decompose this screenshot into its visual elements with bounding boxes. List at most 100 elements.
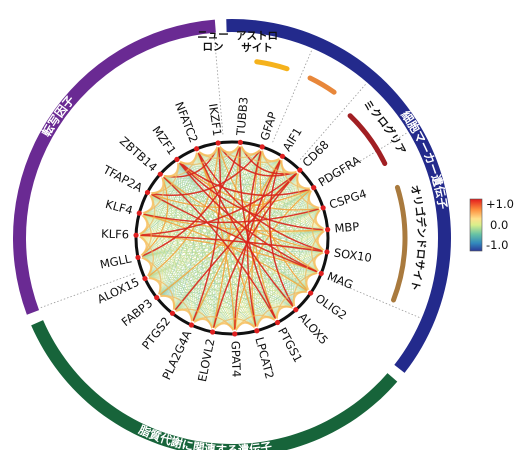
correlation-link <box>251 157 282 329</box>
correlation-link <box>139 175 169 258</box>
astrocyte-label: アストロサイト <box>236 30 278 54</box>
correlation-link <box>137 144 219 236</box>
gene-label-klf4: KLF4 <box>104 197 135 218</box>
correlation-link <box>149 148 263 196</box>
correlation-link <box>268 157 296 309</box>
correlation-link <box>285 171 310 293</box>
gene-label-klf6: KLF6 <box>101 227 129 242</box>
gene-marker <box>274 319 281 326</box>
correlation-link <box>141 213 194 324</box>
correlation-link <box>173 251 326 312</box>
oligodendrocyte-label: オリゴデンドロサイト <box>408 184 428 292</box>
lipid-metabolism-genes-ring-segment <box>31 320 398 450</box>
correlation-link <box>239 144 310 293</box>
gene-label-zbtb14: ZBTB14 <box>117 134 160 175</box>
gene-label-mzf1: MZF1 <box>149 123 179 157</box>
gene-marker <box>297 167 303 173</box>
gene-marker <box>169 310 176 316</box>
gene-marker <box>144 189 151 196</box>
gene-label-pla2g4a: PLA2G4A <box>159 328 194 382</box>
correlation-link <box>149 188 313 209</box>
correlation-link <box>141 213 214 331</box>
gene-label-olig2: OLIG2 <box>313 291 350 323</box>
gene-marker <box>324 249 330 255</box>
group-separators <box>40 34 420 319</box>
correlation-link <box>218 144 326 252</box>
correlation-link <box>148 192 320 274</box>
gene-label-ikzf1: IKZF1 <box>206 103 225 137</box>
correlation-link <box>137 235 235 333</box>
correlation-link <box>139 160 181 258</box>
gene-marker <box>232 331 238 337</box>
correlation-link <box>177 160 203 324</box>
correlation-link <box>212 208 322 331</box>
gene-label-alox15: ALOX15 <box>95 275 141 307</box>
gene-marker <box>325 227 331 233</box>
correlation-link <box>239 144 278 322</box>
correlation-link <box>196 150 257 329</box>
gene-marker <box>209 329 216 335</box>
correlation-link <box>177 160 326 231</box>
gene-marker <box>142 275 148 282</box>
gene-label-lpcat2: LPCAT2 <box>252 336 277 381</box>
correlation-link <box>217 144 320 274</box>
correlation-link <box>234 251 326 333</box>
separator-line <box>213 34 224 135</box>
correlation-link <box>158 265 320 297</box>
gene-marker <box>237 139 243 145</box>
gene-label-ptgs1: PTGS1 <box>275 325 305 365</box>
gene-label-mgll: MGLL <box>99 251 133 271</box>
correlation-link <box>191 144 222 324</box>
separator-line <box>272 50 313 143</box>
gene-label-fabp3: FABP3 <box>119 296 156 329</box>
correlation-link <box>138 234 326 253</box>
correlation-link <box>141 144 219 214</box>
correlation-link <box>254 171 299 329</box>
gene-label-tubb3: TUBB3 <box>233 96 250 137</box>
cell-type-arcs <box>254 59 408 303</box>
correlation-link <box>173 291 295 312</box>
correlation-link <box>158 160 188 297</box>
colorbar-tick-top: +1.0 <box>486 197 514 211</box>
correlation-link <box>161 175 326 231</box>
gene-marker <box>259 144 265 150</box>
correlation-link <box>141 213 277 321</box>
correlation-link <box>141 213 178 312</box>
correlation-link <box>149 193 236 333</box>
correlation-link <box>177 160 320 274</box>
correlation-link <box>146 175 173 278</box>
gene-marker <box>157 171 163 177</box>
correlation-link <box>218 144 313 191</box>
correlation-link <box>137 234 277 321</box>
colorbar-tick-mid: 0.0 <box>490 218 508 232</box>
correlation-link <box>192 229 326 324</box>
correlation-link <box>217 144 299 177</box>
correlation-link <box>141 207 322 224</box>
gene-label-cspg4: CSPG4 <box>327 186 368 211</box>
correlation-link <box>146 277 193 324</box>
correlation-link <box>149 193 172 297</box>
gene-label-elovl2: ELOVL2 <box>195 337 218 383</box>
colorbar-gradient <box>469 198 483 252</box>
correlation-link <box>173 150 205 312</box>
cell-marker-genes-ring-segment <box>226 19 451 373</box>
astrocyte-arc <box>307 75 337 95</box>
correlation-link <box>138 157 282 236</box>
correlation-link <box>257 148 295 309</box>
correlation-link <box>212 171 300 331</box>
correlation-link <box>137 170 299 237</box>
correlation-link <box>139 144 219 258</box>
gene-label-alox5: ALOX5 <box>296 310 331 347</box>
correlation-link <box>141 171 299 216</box>
correlation-link <box>173 171 299 313</box>
gene-marker <box>318 270 324 277</box>
correlation-link <box>141 150 198 214</box>
transcription-factors-label: 転写因子 <box>39 93 77 140</box>
gene-marker <box>293 307 299 313</box>
neuron-arc <box>254 59 290 72</box>
correlation-link <box>161 175 236 332</box>
correlation-link <box>139 144 241 258</box>
correlation-link <box>146 144 220 279</box>
correlation-links <box>137 143 327 333</box>
correlation-link <box>146 144 241 278</box>
